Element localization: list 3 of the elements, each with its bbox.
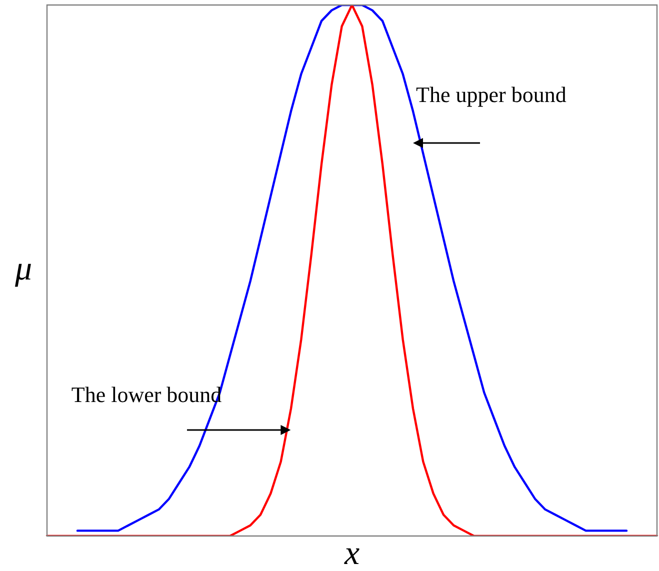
y-axis-title: μ [14,250,32,288]
annotation: The upper bound [416,82,566,108]
x-axis-title: x [343,534,360,571]
